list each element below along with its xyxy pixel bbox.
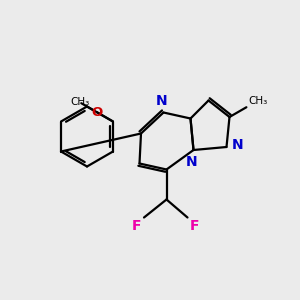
Text: N: N: [155, 94, 167, 108]
Text: F: F: [132, 219, 142, 233]
Text: O: O: [91, 106, 103, 119]
Text: N: N: [232, 138, 244, 152]
Text: CH₃: CH₃: [70, 98, 90, 107]
Text: N: N: [186, 155, 198, 170]
Text: F: F: [190, 219, 200, 233]
Text: CH₃: CH₃: [248, 96, 267, 106]
